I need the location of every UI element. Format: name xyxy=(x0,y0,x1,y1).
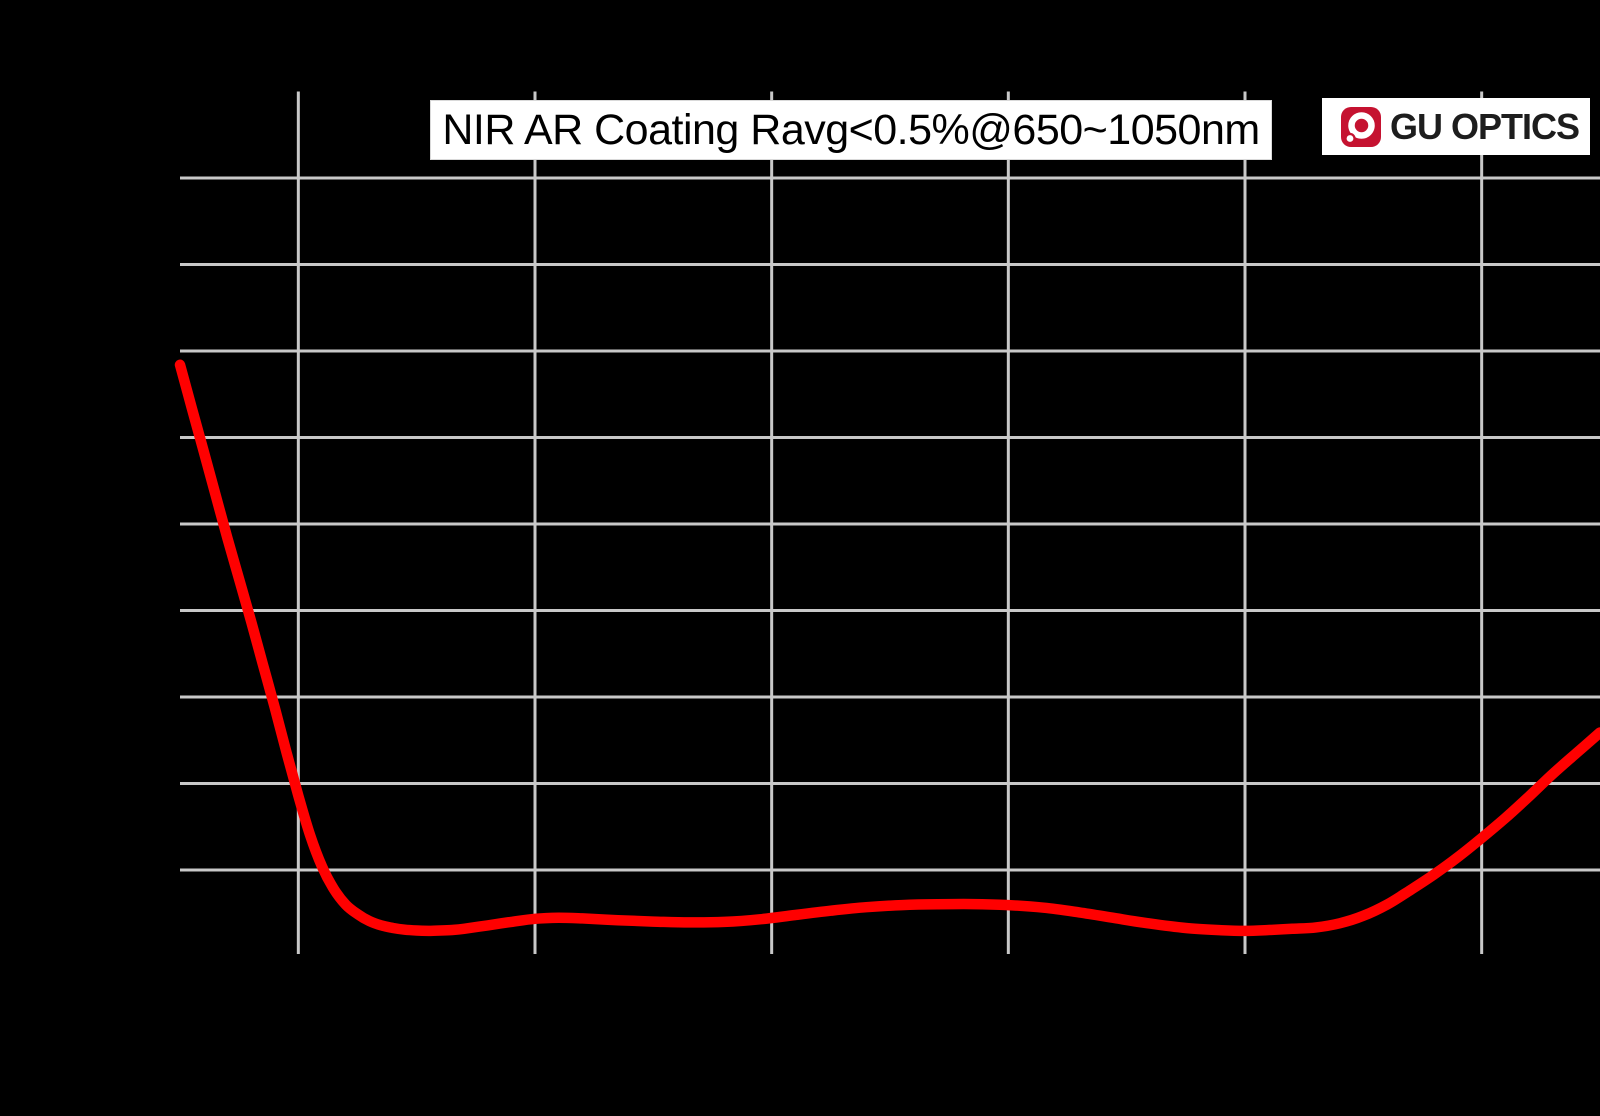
chart-title-box: NIR AR Coating Ravg<0.5%@650~1050nm xyxy=(430,100,1272,160)
logo-icon-ring xyxy=(1348,111,1375,139)
plot-gridlines xyxy=(180,91,1600,954)
gu-optics-lens-icon xyxy=(1341,106,1381,147)
logo-box: GU OPTICS xyxy=(1322,98,1590,155)
logo-text: GU OPTICS xyxy=(1390,105,1580,147)
reflectance-curve xyxy=(174,359,1600,937)
logo-icon-dot xyxy=(1344,132,1356,144)
plot-series xyxy=(174,359,1600,937)
chart-title: NIR AR Coating Ravg<0.5%@650~1050nm xyxy=(442,106,1260,154)
